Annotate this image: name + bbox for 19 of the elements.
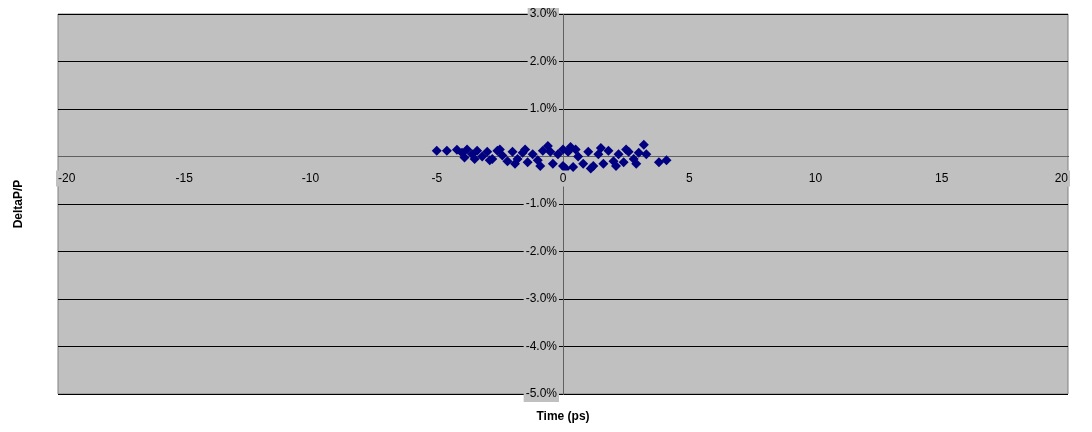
x-tick-label: -20 [58, 170, 76, 185]
x-tick-label: -5 [431, 170, 443, 185]
x-tick-label: -10 [301, 170, 320, 185]
y-tick-label: -4.0% [525, 338, 558, 353]
y-tick-label: 2.0% [529, 53, 558, 68]
y-tick-label: -1.0% [525, 196, 558, 211]
x-axis-title: Time (ps) [536, 409, 590, 423]
x-tick-label: 5 [685, 170, 693, 185]
x-tick-label: 10 [808, 170, 823, 185]
x-tick-label: 0 [559, 170, 567, 185]
y-axis-title: DeltaP/P [11, 179, 25, 229]
y-tick-label: -3.0% [525, 291, 558, 306]
y-tick-label: -2.0% [525, 243, 558, 258]
x-tick-label: 20 [1054, 170, 1069, 185]
y-tick-label: 1.0% [529, 101, 558, 116]
x-tick-label: 15 [935, 170, 949, 185]
x-tick-label: -15 [175, 170, 194, 185]
y-tick-label: 3.0% [529, 6, 558, 21]
y-tick-label: -5.0% [525, 386, 558, 401]
